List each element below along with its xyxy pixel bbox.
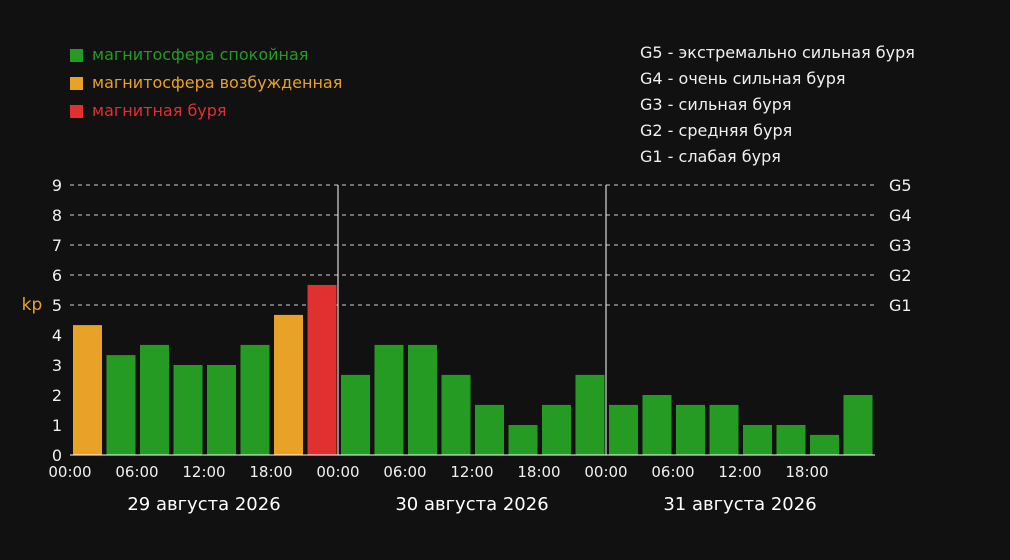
x-tick-label: 00:00 (48, 463, 91, 481)
legend-swatch (70, 105, 83, 118)
x-tick-label: 06:00 (115, 463, 158, 481)
bar (810, 434, 839, 455)
day-label: 29 августа 2026 (127, 494, 280, 515)
bar (73, 325, 102, 455)
legend-swatch (70, 49, 83, 62)
storm-level-label: G2 (889, 266, 912, 285)
y-tick-label: 2 (52, 386, 62, 405)
bar (240, 344, 270, 455)
day-labels: 29 августа 2026 30 августа 2026 31 августа… (127, 494, 816, 515)
y-tick-label: 7 (52, 236, 62, 255)
storm-legend: G5 - экстремально сильная буря G4 - очень… (640, 43, 915, 166)
bar (341, 374, 370, 455)
bar (274, 314, 303, 455)
storm-level-label: G3 (889, 236, 912, 255)
x-tick-label: 18:00 (249, 463, 292, 481)
bar (173, 365, 203, 455)
bar (642, 395, 672, 455)
x-tick-label: 12:00 (450, 463, 493, 481)
x-axis-labels: 00:00 06:00 12:00 18:00 00:00 06:00 12:00 18:00… (48, 463, 828, 481)
y-tick-label: 4 (52, 326, 62, 345)
storm-level-label: G5 (889, 176, 912, 195)
storm-legend-item: G5 - экстремально сильная буря (640, 43, 915, 62)
y-axis-label: kp (22, 295, 43, 315)
x-tick-label: 12:00 (182, 463, 225, 481)
storm-legend-item: G3 - сильная буря (640, 95, 791, 114)
bars (73, 284, 873, 455)
grid: G5 G4 G3 G2 G1 (70, 176, 912, 315)
x-tick-label: 12:00 (718, 463, 761, 481)
bar (508, 425, 538, 455)
bar (408, 344, 437, 455)
y-tick-label: 0 (52, 446, 62, 465)
bar (207, 365, 236, 455)
y-tick-label: 5 (52, 296, 62, 315)
y-axis-labels: 0 1 2 3 4 5 6 7 8 9 (52, 176, 62, 465)
y-tick-label: 9 (52, 176, 62, 195)
bar (441, 374, 471, 455)
x-tick-label: 00:00 (584, 463, 627, 481)
y-tick-label: 1 (52, 416, 62, 435)
storm-level-label: G4 (889, 206, 912, 225)
bar (776, 425, 806, 455)
x-tick-label: 06:00 (383, 463, 426, 481)
legend-label: магнитная буря (92, 101, 227, 120)
bar (542, 404, 571, 455)
bar (575, 374, 605, 455)
bar (307, 284, 337, 455)
legend-label: магнитосфера возбужденная (92, 73, 342, 92)
bar (475, 404, 504, 455)
bar (709, 404, 739, 455)
storm-legend-item: G2 - средняя буря (640, 121, 792, 140)
day-label: 31 августа 2026 (663, 494, 816, 515)
axes (70, 185, 875, 456)
x-tick-label: 18:00 (785, 463, 828, 481)
legend: магнитосфера спокойная магнитосфера возбу… (70, 45, 342, 120)
day-label: 30 августа 2026 (395, 494, 548, 515)
x-tick-label: 18:00 (517, 463, 560, 481)
bar (609, 404, 638, 455)
bar (140, 344, 169, 455)
bar (743, 425, 772, 455)
storm-legend-item: G4 - очень сильная буря (640, 69, 846, 88)
y-tick-label: 3 (52, 356, 62, 375)
x-tick-label: 00:00 (316, 463, 359, 481)
legend-label: магнитосфера спокойная (92, 45, 308, 64)
bar (843, 395, 873, 455)
bar (106, 355, 136, 455)
storm-level-label: G1 (889, 296, 912, 315)
bar (676, 404, 705, 455)
x-tick-label: 06:00 (651, 463, 694, 481)
storm-legend-item: G1 - слабая буря (640, 147, 781, 166)
y-tick-label: 8 (52, 206, 62, 225)
y-tick-label: 6 (52, 266, 62, 285)
bar (374, 344, 404, 455)
legend-swatch (70, 77, 83, 90)
